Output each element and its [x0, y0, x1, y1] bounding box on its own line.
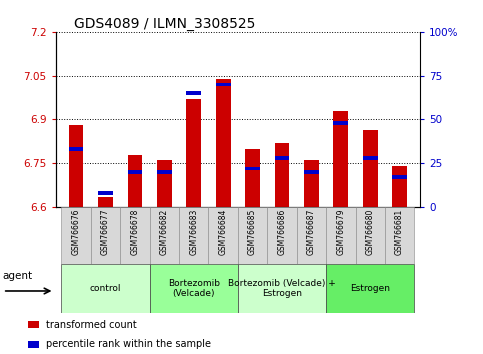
Bar	[245, 167, 260, 171]
FancyBboxPatch shape	[385, 207, 414, 264]
Bar	[69, 125, 84, 207]
Text: GSM766676: GSM766676	[71, 209, 81, 255]
Bar	[28, 321, 40, 328]
Text: Bortezomib
(Velcade): Bortezomib (Velcade)	[168, 279, 220, 298]
Text: GSM766686: GSM766686	[278, 209, 286, 255]
FancyBboxPatch shape	[179, 207, 209, 264]
Text: GSM766681: GSM766681	[395, 209, 404, 255]
Text: GSM766687: GSM766687	[307, 209, 316, 255]
Bar	[363, 156, 378, 160]
Bar	[186, 99, 201, 207]
Bar	[275, 156, 289, 160]
FancyBboxPatch shape	[150, 207, 179, 264]
Bar	[98, 191, 113, 195]
Text: Estrogen: Estrogen	[350, 284, 390, 293]
Bar	[157, 160, 172, 207]
FancyBboxPatch shape	[209, 207, 238, 264]
FancyBboxPatch shape	[267, 207, 297, 264]
Bar	[304, 160, 319, 207]
FancyBboxPatch shape	[120, 207, 150, 264]
Bar	[98, 197, 113, 207]
Text: GSM766678: GSM766678	[130, 209, 140, 255]
Text: control: control	[90, 284, 121, 293]
Bar	[216, 82, 230, 86]
Text: GDS4089 / ILMN_3308525: GDS4089 / ILMN_3308525	[74, 17, 255, 31]
Bar	[333, 111, 348, 207]
FancyBboxPatch shape	[150, 264, 238, 313]
Bar	[186, 91, 201, 95]
FancyBboxPatch shape	[297, 207, 326, 264]
Text: GSM766682: GSM766682	[160, 209, 169, 255]
Bar	[69, 147, 84, 151]
Text: Bortezomib (Velcade) +
Estrogen: Bortezomib (Velcade) + Estrogen	[228, 279, 336, 298]
Text: GSM766685: GSM766685	[248, 209, 257, 255]
FancyBboxPatch shape	[326, 207, 355, 264]
FancyBboxPatch shape	[238, 264, 326, 313]
Bar	[128, 154, 142, 207]
Text: percentile rank within the sample: percentile rank within the sample	[46, 339, 211, 349]
Text: GSM766677: GSM766677	[101, 209, 110, 255]
FancyBboxPatch shape	[238, 207, 267, 264]
FancyBboxPatch shape	[91, 207, 120, 264]
Bar	[392, 166, 407, 207]
Bar	[392, 175, 407, 179]
Bar	[245, 149, 260, 207]
Bar	[216, 79, 230, 207]
Text: GSM766684: GSM766684	[219, 209, 227, 255]
Bar	[28, 341, 40, 348]
Bar	[304, 170, 319, 174]
Text: agent: agent	[3, 271, 33, 281]
Text: transformed count: transformed count	[46, 320, 137, 330]
Bar	[128, 170, 142, 174]
Text: GSM766679: GSM766679	[336, 209, 345, 255]
FancyBboxPatch shape	[326, 264, 414, 313]
Bar	[275, 143, 289, 207]
FancyBboxPatch shape	[355, 207, 385, 264]
FancyBboxPatch shape	[61, 264, 150, 313]
Bar	[363, 130, 378, 207]
Bar	[157, 170, 172, 174]
Bar	[333, 121, 348, 125]
Text: GSM766680: GSM766680	[366, 209, 375, 255]
FancyBboxPatch shape	[61, 207, 91, 264]
Text: GSM766683: GSM766683	[189, 209, 198, 255]
